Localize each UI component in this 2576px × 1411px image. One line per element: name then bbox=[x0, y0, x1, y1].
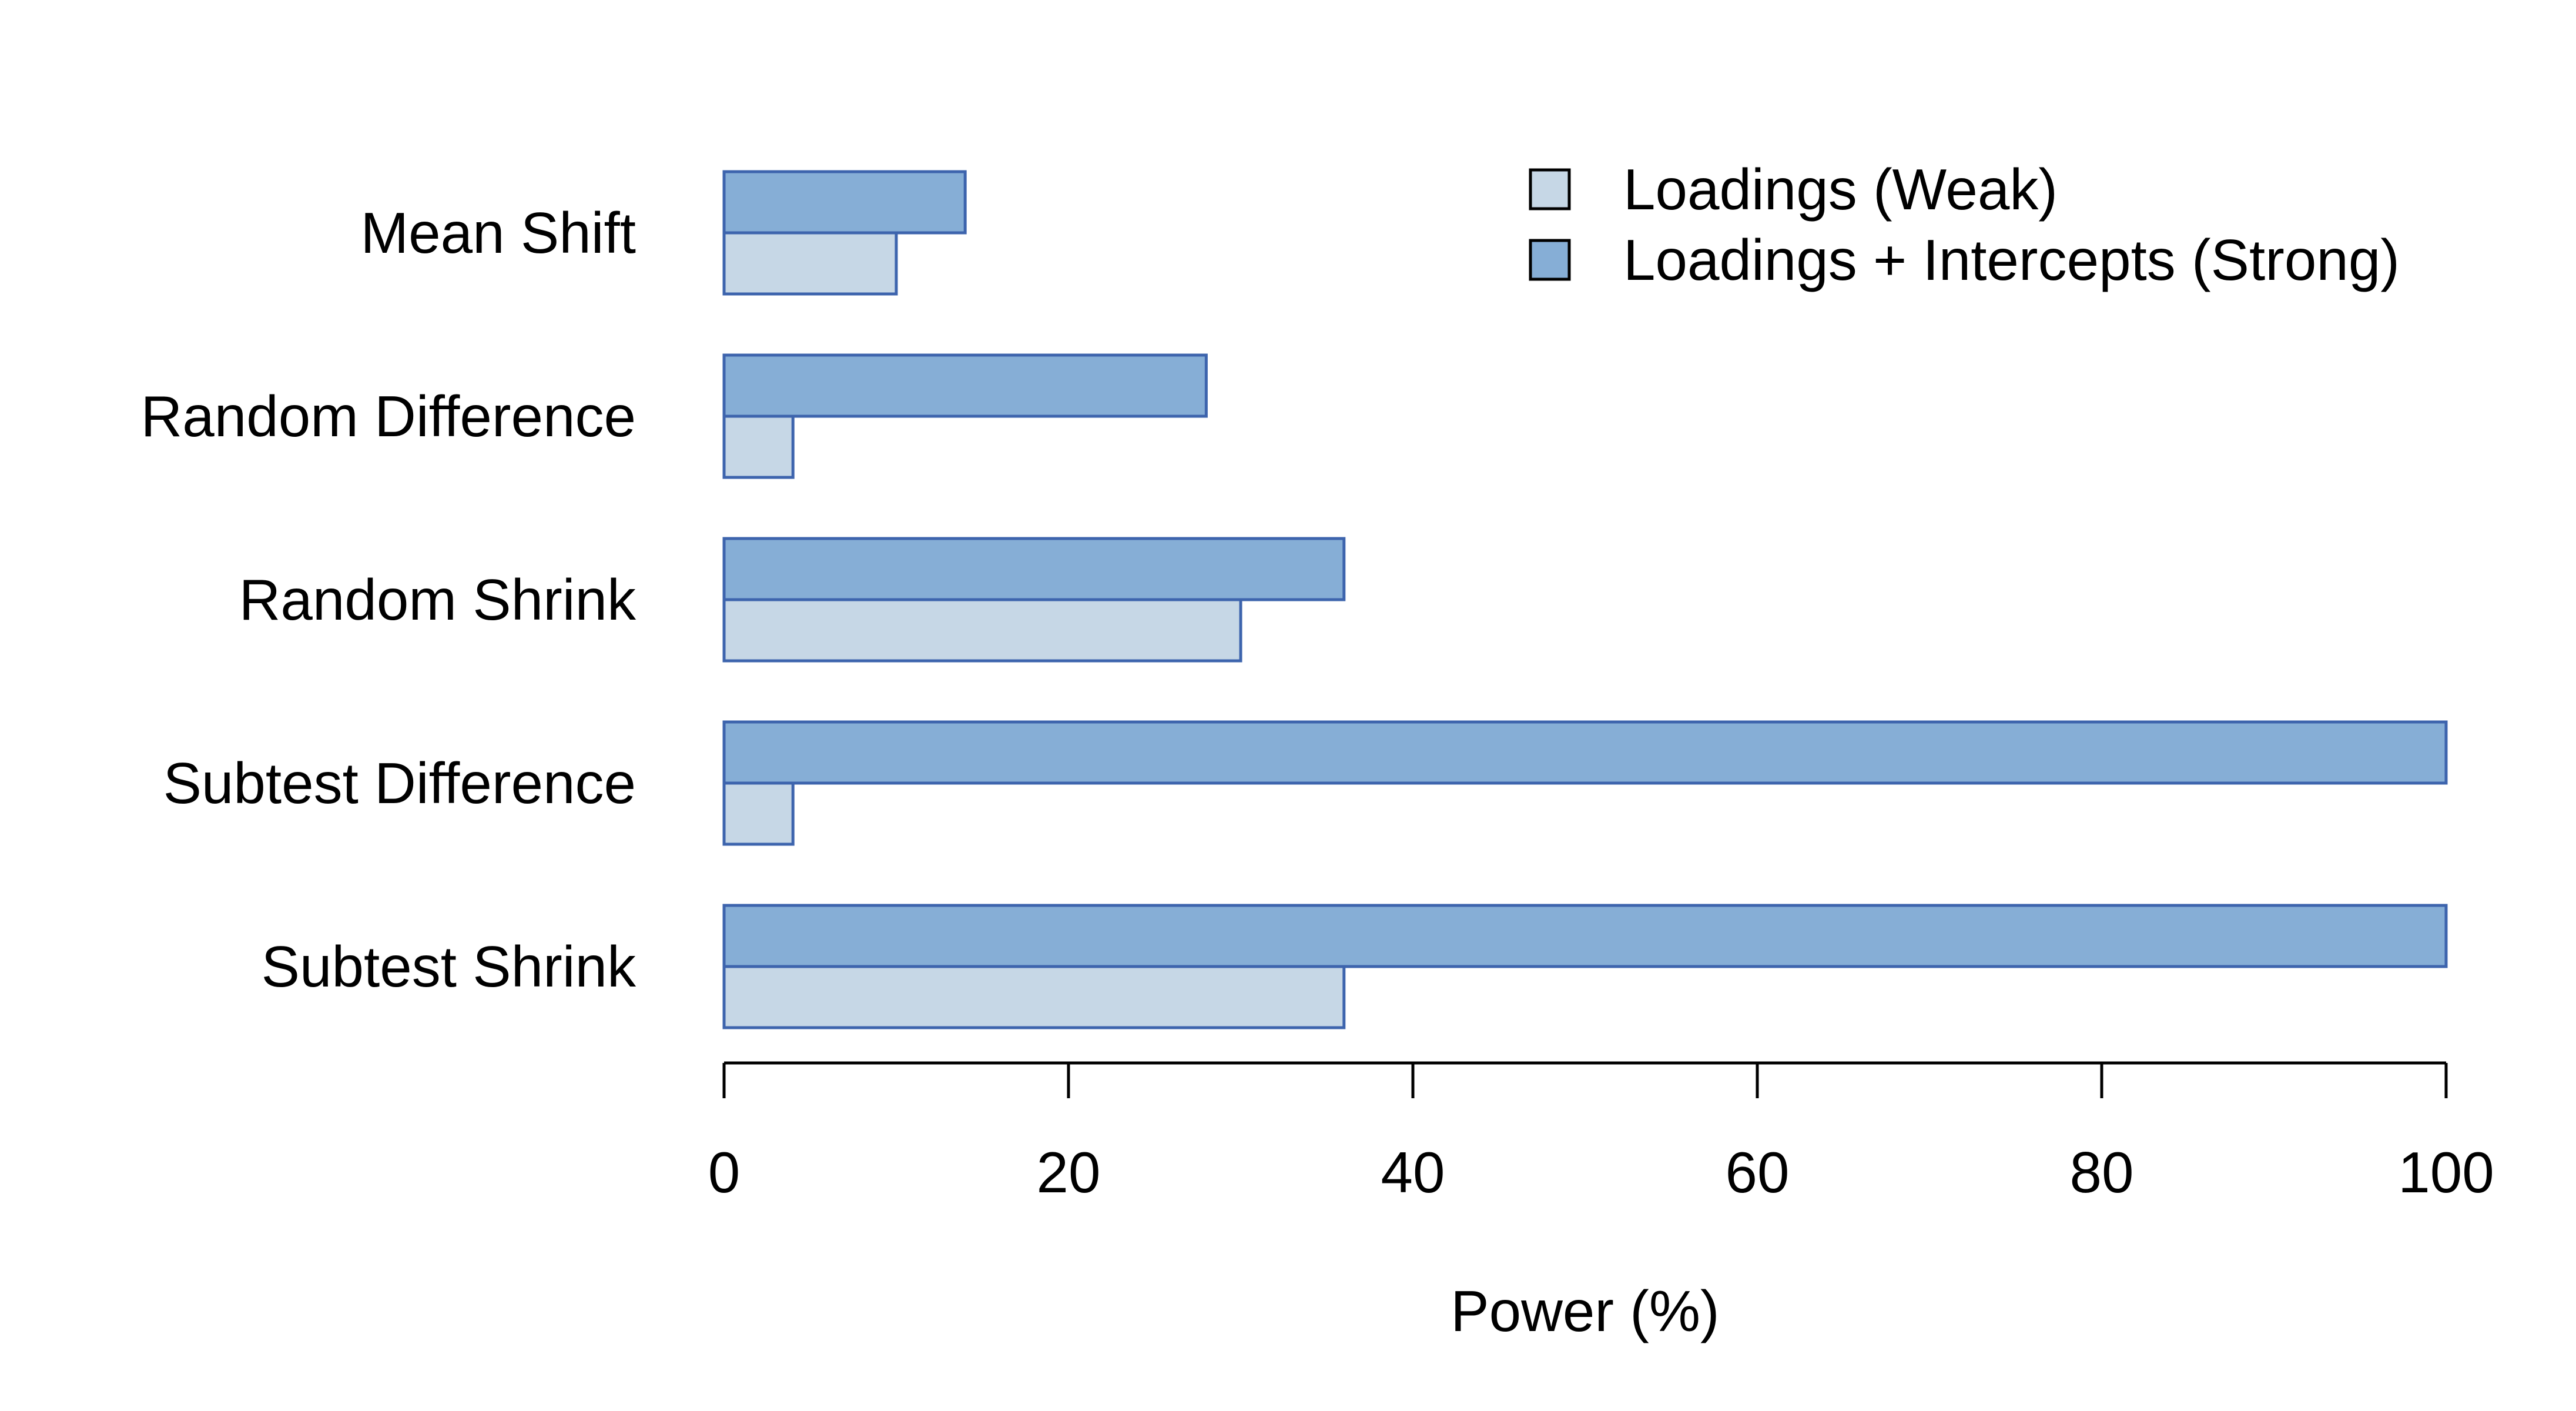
bar-strong-0 bbox=[722, 170, 967, 235]
x-tick-label: 40 bbox=[1381, 1140, 1445, 1205]
bar-strong-1 bbox=[722, 353, 1208, 418]
bar-strong-2 bbox=[722, 537, 1346, 601]
x-ticks: 0 20 40 60 80 100 bbox=[708, 1063, 2494, 1205]
category-label: Mean Shift bbox=[361, 200, 636, 265]
bar-weak-4 bbox=[722, 965, 1346, 1029]
category-label: Subtest Difference bbox=[163, 751, 636, 815]
category-label: Subtest Shrink bbox=[262, 934, 637, 999]
category-label: Random Shrink bbox=[239, 567, 637, 632]
x-tick-label: 80 bbox=[2069, 1140, 2133, 1205]
x-axis-label: Power (%) bbox=[1451, 1279, 1719, 1343]
x-tick-label: 0 bbox=[708, 1140, 741, 1205]
category-label: Random Difference bbox=[140, 384, 636, 449]
x-axis: 0 20 40 60 80 100 bbox=[708, 1061, 2494, 1205]
bar-weak-1 bbox=[722, 414, 795, 479]
x-tick-label: 20 bbox=[1036, 1140, 1100, 1205]
legend: Loadings (Weak)Loadings + Intercepts (St… bbox=[1529, 157, 2400, 292]
legend-swatch-strong bbox=[1529, 239, 1571, 281]
x-tick-label: 100 bbox=[2398, 1140, 2494, 1205]
bar-strong-4 bbox=[722, 904, 2448, 968]
legend-label-weak: Loadings (Weak) bbox=[1623, 157, 2058, 222]
bar-weak-2 bbox=[722, 598, 1242, 663]
legend-label-strong: Loadings + Intercepts (Strong) bbox=[1623, 228, 2400, 292]
x-tick-label: 60 bbox=[1725, 1140, 1789, 1205]
bar-weak-3 bbox=[722, 781, 795, 846]
bars-group bbox=[722, 170, 2448, 1029]
bar-weak-0 bbox=[722, 231, 898, 296]
bar-strong-3 bbox=[722, 720, 2448, 785]
legend-swatch-weak bbox=[1529, 168, 1571, 210]
category-labels: Mean Shift Random Difference Random Shrink… bbox=[140, 200, 637, 999]
